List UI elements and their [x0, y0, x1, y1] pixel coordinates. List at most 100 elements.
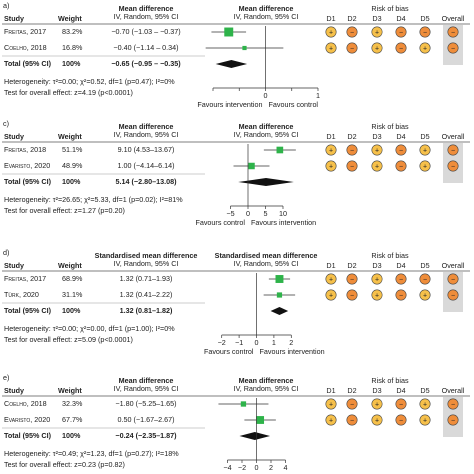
study-name: Freitas, 2017: [4, 27, 47, 36]
rob-symbol: −: [399, 147, 403, 154]
rob-symbol: −: [350, 276, 354, 283]
rob-high-circle: [346, 42, 358, 54]
col-header-plot-ci: IV, Random, 95% CI: [233, 12, 299, 21]
panel-label: d): [3, 248, 10, 257]
risk-of-bias-title: Risk of bias: [371, 376, 409, 385]
x-tick-label: 2: [289, 338, 294, 347]
rob-symbol: −: [399, 276, 403, 283]
point-estimate-square: [248, 162, 255, 170]
rob-high-circle: [447, 26, 459, 38]
rob-domain-header: D3: [372, 132, 382, 141]
col-header-study: Study: [4, 132, 24, 141]
pooled-diamond: [238, 178, 294, 186]
rob-high-circle: [395, 42, 407, 54]
x-tick-label: −1: [234, 338, 244, 347]
rob-high-circle: [447, 273, 459, 285]
study-weight: 67.7%: [62, 415, 83, 424]
rob-symbol: −: [399, 401, 403, 408]
rob-overall-header: Overall: [441, 386, 465, 395]
rob-symbol: −: [350, 292, 354, 299]
col-header-weight: Weight: [58, 132, 82, 141]
rob-symbol: −: [350, 147, 354, 154]
point-estimate-square: [276, 292, 283, 298]
rob-domain-header: D3: [372, 386, 382, 395]
rob-high-circle: [346, 289, 358, 301]
x-tick-label: 0: [246, 209, 250, 218]
rob-symbol: −: [350, 45, 354, 52]
rob-symbol: +: [375, 29, 379, 36]
rob-symbol: −: [451, 147, 455, 154]
rob-symbol: +: [423, 401, 427, 408]
study-weight: 16.8%: [62, 43, 83, 52]
study-weight: 68.9%: [62, 274, 83, 283]
col-header-plot-ci: IV, Random, 95% CI: [233, 259, 299, 268]
risk-of-bias-title: Risk of bias: [371, 122, 409, 131]
rob-symbol: +: [329, 401, 333, 408]
rob-high-circle: [447, 398, 459, 410]
study-name: Coelho, 2018: [4, 399, 47, 408]
total-weight: 100%: [62, 431, 81, 440]
favours-right-label: Favours intervention: [251, 218, 317, 227]
rob-low-circle: [371, 289, 383, 301]
favours-left-label: Favours control: [203, 347, 254, 356]
rob-symbol: +: [329, 292, 333, 299]
rob-symbol: −: [350, 417, 354, 424]
col-header-plot-measure: Mean difference: [238, 4, 294, 13]
rob-domain-header: D5: [420, 132, 430, 141]
rob-domain-header: D5: [420, 386, 430, 395]
study-estimate: 0.50 (−1.67–2.67): [117, 415, 175, 424]
x-tick-label: 1: [316, 91, 320, 100]
rob-domain-header: D3: [372, 14, 382, 23]
rob-low-circle: [419, 42, 431, 54]
rob-domain-header: D2: [347, 132, 357, 141]
rob-symbol: +: [375, 45, 379, 52]
x-tick-label: 0: [254, 338, 259, 347]
study-estimate: −0.40 (−1.14 – 0.34): [113, 43, 179, 52]
rob-symbol: −: [451, 29, 455, 36]
rob-low-circle: [325, 160, 337, 172]
rob-low-circle: [371, 144, 383, 156]
col-header-measure: Mean difference: [118, 4, 174, 13]
rob-low-circle: [371, 398, 383, 410]
rob-low-circle: [325, 398, 337, 410]
study-name: Türk, 2020: [4, 290, 39, 299]
overall-effect-text: Test for overall effect: z=0.23 (p=0.82): [4, 460, 125, 469]
study-estimate: 1.00 (−4.14–6.14): [117, 161, 175, 170]
rob-symbol: −: [423, 276, 427, 283]
heterogeneity-text: Heterogeneity: τ²=26.65; χ²=5.33, df=1 (…: [4, 195, 183, 204]
rob-high-circle: [395, 273, 407, 285]
favours-right-label: Favours intervention: [259, 347, 325, 356]
rob-high-circle: [346, 160, 358, 172]
heterogeneity-text: Heterogeneity: τ²=0.00; χ²=0.52, df=1 (p…: [4, 77, 175, 86]
rob-low-circle: [325, 26, 337, 38]
rob-symbol: −: [399, 417, 403, 424]
risk-of-bias-title: Risk of bias: [371, 4, 409, 13]
point-estimate-square: [276, 146, 284, 154]
rob-symbol: +: [375, 401, 379, 408]
col-header-plot-measure: Standardised mean difference: [214, 251, 318, 260]
col-header-ci: IV, Random, 95% CI: [113, 259, 179, 268]
total-label: Total (95% CI): [4, 177, 51, 186]
rob-symbol: +: [375, 292, 379, 299]
rob-low-circle: [419, 160, 431, 172]
rob-domain-header: D4: [396, 132, 406, 141]
rob-low-circle: [325, 42, 337, 54]
rob-high-circle: [447, 42, 459, 54]
rob-domain-header: D4: [396, 386, 406, 395]
rob-high-circle: [447, 160, 459, 172]
rob-high-circle: [346, 144, 358, 156]
pooled-diamond: [239, 432, 271, 440]
rob-low-circle: [325, 144, 337, 156]
heterogeneity-text: Heterogeneity: τ²=0.49; χ²=1.23, df=1 (p…: [4, 449, 179, 458]
rob-symbol: +: [423, 147, 427, 154]
rob-symbol: −: [451, 163, 455, 170]
rob-high-circle: [447, 414, 459, 426]
rob-domain-header: D4: [396, 14, 406, 23]
rob-symbol: +: [329, 45, 333, 52]
rob-domain-header: D2: [347, 261, 357, 270]
rob-symbol: −: [350, 29, 354, 36]
total-estimate: 1.32 (0.81–1.82): [119, 306, 173, 315]
x-tick-label: 0: [254, 463, 259, 472]
study-name: Freitas, 2017: [4, 274, 47, 283]
panel-label: c): [3, 119, 9, 128]
